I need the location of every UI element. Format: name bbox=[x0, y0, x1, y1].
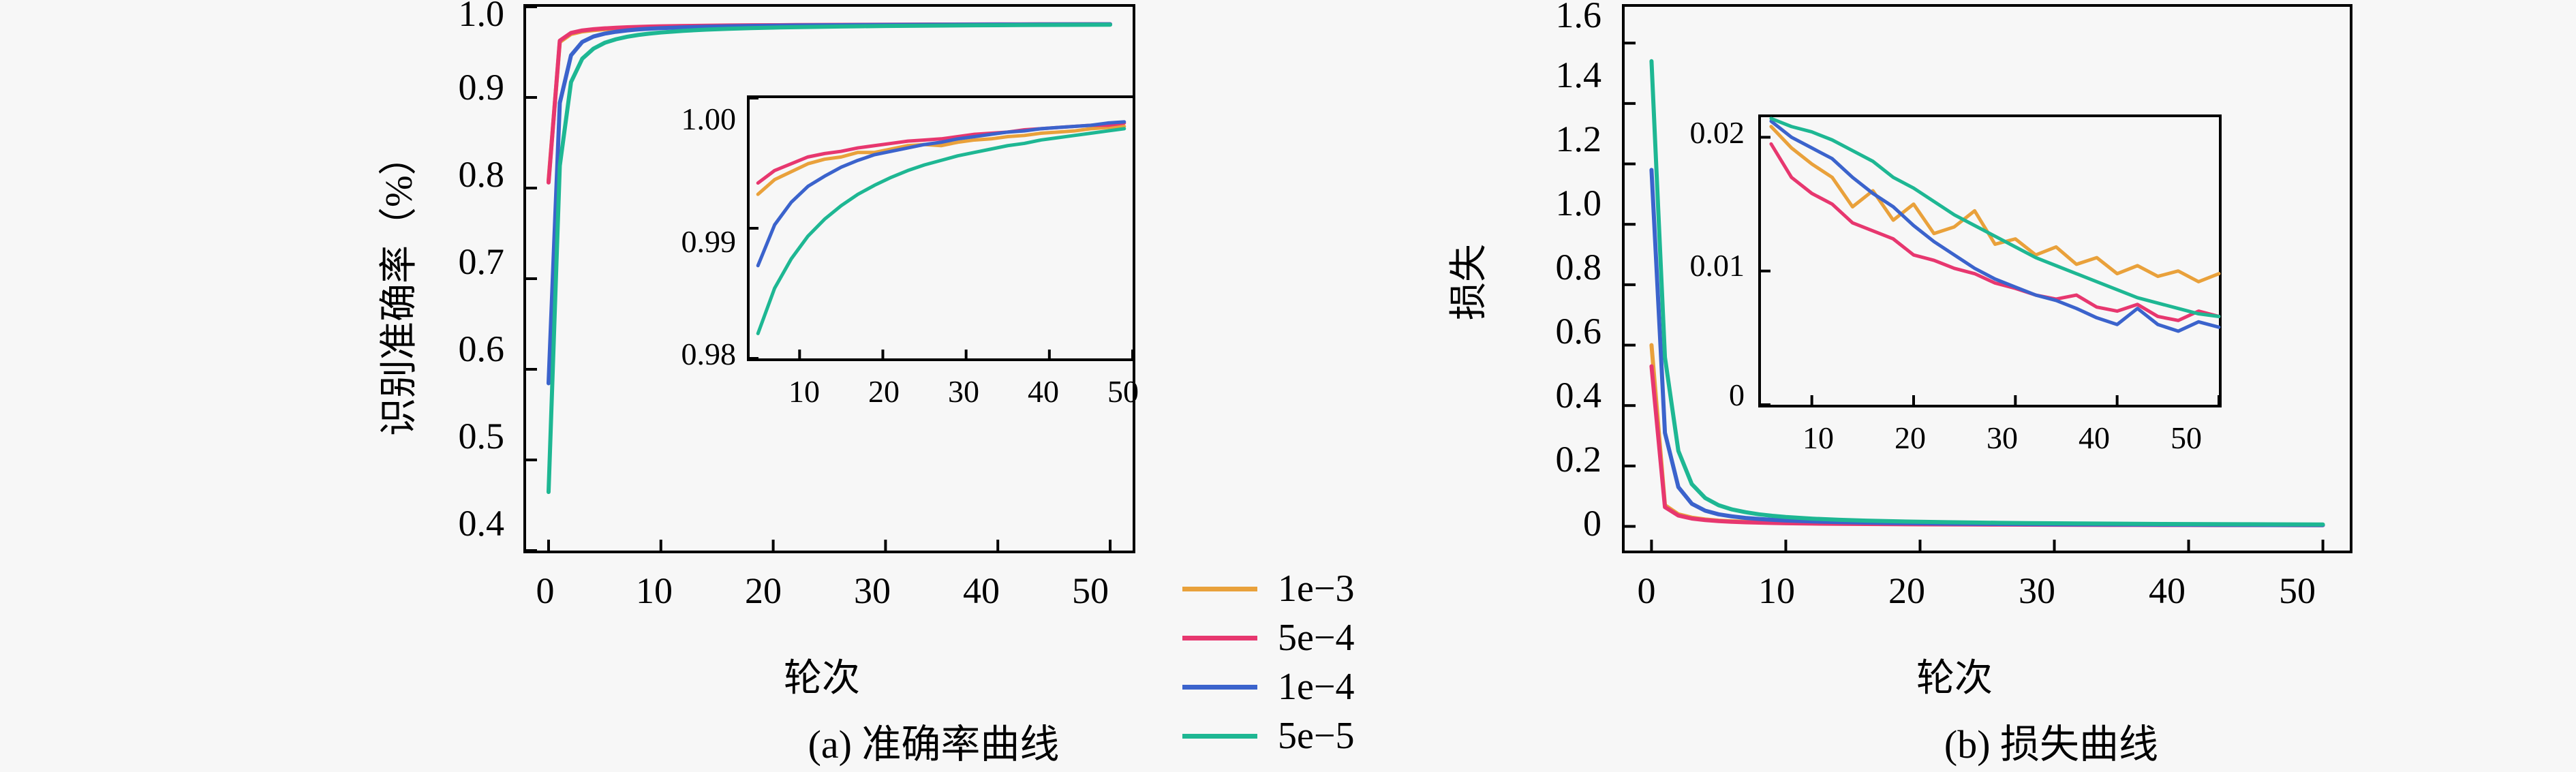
panel-a-xtick-1: 10 bbox=[636, 570, 673, 611]
panel-a-inset-plot-area bbox=[747, 95, 1135, 361]
panel-b-xlabel: 轮次 bbox=[1916, 658, 1993, 700]
legend-swatch-5e-4 bbox=[1182, 635, 1257, 640]
legend-swatch-1e-4 bbox=[1182, 684, 1257, 690]
panel-a-ytick-0: 0.4 bbox=[458, 503, 505, 544]
panel-b-ytick-2: 0.4 bbox=[1555, 375, 1602, 416]
panel-b-inset-xtick-4: 50 bbox=[2171, 420, 2202, 455]
panel-b-inset-ytick-2: 0.02 bbox=[1689, 115, 1745, 150]
panel-b-inset-ytick-1: 0.01 bbox=[1689, 248, 1745, 283]
panel-b-xtick-5: 50 bbox=[2279, 570, 2316, 611]
panel-a-xtick-3: 30 bbox=[854, 570, 891, 611]
panel-b-ytick-1: 0.2 bbox=[1555, 439, 1602, 480]
panel-a-inset-xtick-4: 50 bbox=[1107, 374, 1139, 409]
panel-a-inset-xtick-0: 10 bbox=[788, 374, 820, 409]
panel-a-ytick-1: 0.5 bbox=[458, 416, 505, 457]
curve-5e−5 bbox=[1649, 59, 2325, 527]
panel-b-xtick-4: 40 bbox=[2149, 570, 2186, 611]
curve-5e−5 bbox=[546, 22, 1113, 495]
panel-b-inset-xtick-0: 10 bbox=[1803, 420, 1834, 455]
panel-a-xtick-0: 0 bbox=[536, 570, 555, 611]
panel-a-ytick-4: 0.8 bbox=[458, 154, 505, 195]
panel-b-caption: (b) 损失曲线 bbox=[1944, 722, 2159, 767]
curve-1e−4 bbox=[756, 120, 1126, 268]
panel-a-xlabel: 轮次 bbox=[784, 658, 860, 700]
legend-label-5e-4: 5e−4 bbox=[1278, 617, 1355, 659]
panel-b-xtick-2: 20 bbox=[1888, 570, 1925, 611]
panel-a-inset-xtick-3: 40 bbox=[1028, 374, 1059, 409]
legend-label-1e-4: 1e−4 bbox=[1278, 666, 1355, 708]
legend-swatch-5e-5 bbox=[1182, 733, 1257, 739]
curve-1e−3 bbox=[1769, 125, 2221, 283]
legend: 1e−3 5e−4 1e−4 5e−5 bbox=[1182, 564, 1354, 760]
panel-b-inset-curves bbox=[1761, 117, 2221, 406]
panel-b-ytick-0: 0 bbox=[1583, 503, 1601, 544]
panel-b-inset-xtick-2: 30 bbox=[1987, 420, 2018, 455]
panel-b-ytick-7: 1.4 bbox=[1555, 55, 1602, 95]
legend-item-1e-3[interactable]: 1e−3 bbox=[1182, 564, 1354, 613]
panel-b-inset-plot-area bbox=[1758, 114, 2222, 407]
legend-label-5e-5: 5e−5 bbox=[1278, 715, 1355, 757]
legend-item-5e-4[interactable]: 5e−4 bbox=[1182, 613, 1354, 662]
panel-b-xtick-3: 30 bbox=[2019, 570, 2055, 611]
panel-b-inset-xtick-1: 20 bbox=[1895, 420, 1926, 455]
curve-5e−5 bbox=[1769, 117, 2221, 318]
curve-5e−5 bbox=[756, 127, 1126, 335]
legend-item-5e-5[interactable]: 5e−5 bbox=[1182, 711, 1354, 760]
panel-a-inset-ytick-2: 1.00 bbox=[681, 102, 737, 136]
panel-a-inset-ytick-1: 0.99 bbox=[681, 224, 737, 259]
legend-label-1e-3: 1e−3 bbox=[1278, 568, 1355, 610]
panel-b-curves bbox=[1625, 42, 2325, 551]
panel-a-inset-ytick-0: 0.98 bbox=[681, 337, 737, 371]
panel-a-caption: (a) 准确率曲线 bbox=[808, 722, 1060, 767]
legend-swatch-1e-3 bbox=[1182, 586, 1257, 591]
panel-b-ytick-4: 0.8 bbox=[1555, 247, 1602, 288]
panel-b-xtick-0: 0 bbox=[1637, 570, 1656, 611]
panel-b-ytick-5: 1.0 bbox=[1555, 183, 1602, 223]
panel-a-xtick-5: 50 bbox=[1072, 570, 1109, 611]
panel-accuracy: 识别准确率（%） 0.4 0.5 0.6 0.7 0.8 0.9 1.0 0 1… bbox=[0, 0, 1159, 772]
panel-a-inset-xtick-1: 20 bbox=[868, 374, 900, 409]
panel-b-inset-ytick-0: 0 bbox=[1729, 377, 1745, 412]
panel-a-ytick-6: 1.0 bbox=[458, 0, 505, 34]
panel-b-ylabel: 损失 bbox=[1448, 244, 1490, 320]
panel-a-ytick-3: 0.7 bbox=[458, 241, 505, 282]
panel-a-ytick-2: 0.6 bbox=[458, 328, 505, 369]
panel-b-inset-xtick-3: 40 bbox=[2079, 420, 2110, 455]
panel-a-ytick-5: 0.9 bbox=[458, 67, 505, 108]
panel-b-ytick-6: 1.2 bbox=[1555, 119, 1602, 159]
panel-a-xtick-2: 20 bbox=[745, 570, 782, 611]
panel-b-xtick-1: 10 bbox=[1758, 570, 1795, 611]
panel-a-inset-curves bbox=[750, 97, 1134, 360]
panel-b-ytick-3: 0.6 bbox=[1555, 311, 1602, 352]
panel-a-inset-xtick-2: 30 bbox=[948, 374, 979, 409]
panel-a-curves bbox=[526, 5, 1113, 552]
panel-b-ytick-8: 1.6 bbox=[1555, 0, 1602, 35]
curve-1e−3 bbox=[756, 125, 1126, 196]
panel-a-xtick-4: 40 bbox=[963, 570, 1000, 611]
panel-loss: 损失 0 0.2 0.4 0.6 0.8 1.0 1.2 1.4 1.6 0 1… bbox=[1295, 0, 2576, 772]
legend-item-1e-4[interactable]: 1e−4 bbox=[1182, 662, 1354, 711]
curve-5e−4 bbox=[1769, 142, 2221, 322]
curve-1e−4 bbox=[1769, 119, 2221, 333]
